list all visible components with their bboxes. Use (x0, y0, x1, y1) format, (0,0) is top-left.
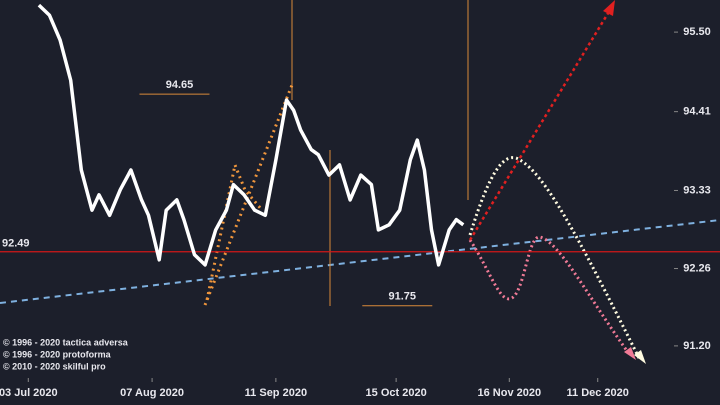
copyright-note: © 1996 - 2020 tactica adversa (3, 337, 129, 347)
arrow-head (634, 350, 646, 364)
x-tick-label: 11 Dec 2020 (567, 387, 629, 399)
y-tick-label: 91.20 (683, 340, 711, 352)
x-tick-label: 15 Oct 2020 (366, 387, 427, 399)
copyright-note: © 1996 - 2020 protoforma (3, 349, 112, 359)
copyright-note: © 2010 - 2020 skilful pro (3, 361, 106, 371)
y-tick-label: 95.50 (683, 26, 711, 38)
arrow-head (603, 0, 615, 16)
y-tick-label: 92.26 (683, 262, 711, 274)
orange-dotted-trend (205, 159, 264, 301)
projection-white (468, 156, 642, 361)
reference-label: 92.49 (2, 238, 30, 250)
annotation-label: 91.75 (389, 291, 417, 303)
price-line (37, 3, 465, 267)
x-tick-label: 07 Aug 2020 (120, 387, 184, 399)
y-tick-label: 94.41 (683, 106, 711, 118)
x-tick-label: 16 Nov 2020 (478, 387, 542, 399)
arrow-head (624, 347, 636, 360)
x-tick-label: 11 Sep 2020 (245, 387, 307, 399)
projection-red (468, 9, 612, 241)
y-tick-label: 93.33 (683, 184, 711, 196)
x-tick-label: 03 Jul 2020 (0, 387, 58, 399)
annotation-label: 94.65 (166, 79, 194, 91)
